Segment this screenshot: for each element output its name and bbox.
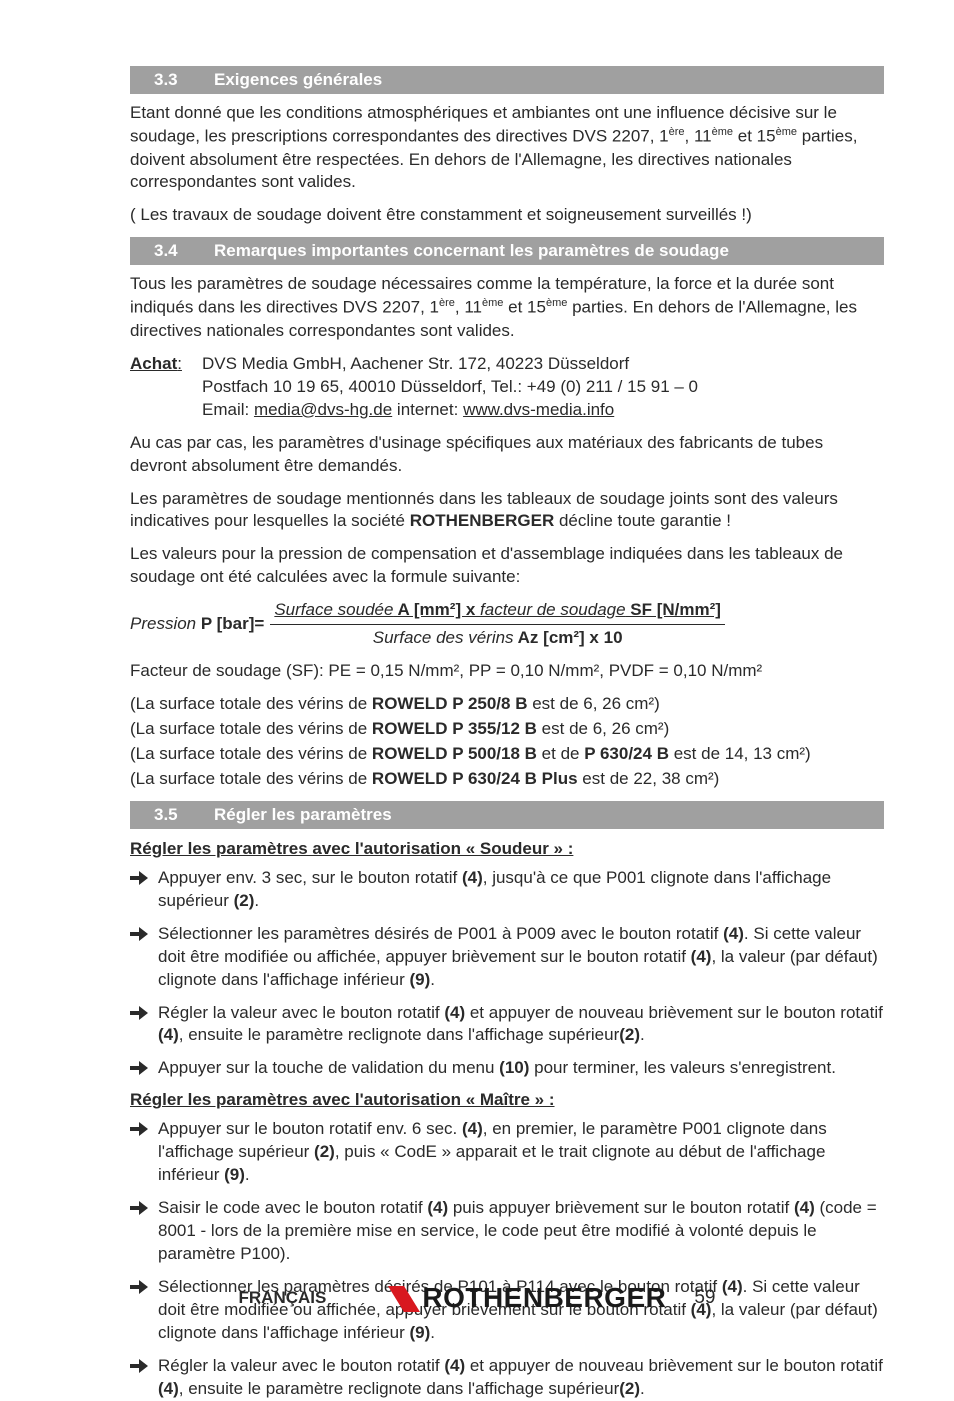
section-title: Remarques importantes concernant les par…: [214, 241, 876, 261]
brand-icon: [386, 1284, 420, 1314]
list-item-text: Appuyer sur le bouton rotatif env. 6 sec…: [158, 1118, 884, 1187]
paragraph: Tous les paramètres de soudage nécessair…: [130, 273, 884, 342]
list-item-text: Appuyer sur la touche de validation du m…: [158, 1057, 884, 1080]
section-title: Exigences générales: [214, 70, 876, 90]
paragraph: Au cas par cas, les paramètres d'usinage…: [130, 432, 884, 478]
paragraph: (La surface totale des vérins de ROWELD …: [130, 768, 884, 791]
paragraph: (La surface totale des vérins de ROWELD …: [130, 718, 884, 741]
email-link[interactable]: media@dvs-hg.de: [254, 400, 392, 419]
achat-body: DVS Media GmbH, Aachener Str. 172, 40223…: [202, 353, 884, 422]
bullet-list-soudeur: Appuyer env. 3 sec, sur le bouton rotati…: [130, 867, 884, 1081]
fraction: Surface soudée A [mm²] x facteur de soud…: [270, 599, 725, 650]
achat-label: Achat:: [130, 353, 202, 422]
section-heading-34: 3.4 Remarques importantes concernant les…: [130, 237, 884, 265]
list-item: Appuyer env. 3 sec, sur le bouton rotati…: [130, 867, 884, 913]
arrow-icon: [130, 1355, 158, 1374]
list-item-text: Appuyer env. 3 sec, sur le bouton rotati…: [158, 867, 884, 913]
list-item-text: Régler la valeur avec le bouton rotatif …: [158, 1355, 884, 1401]
arrow-icon: [130, 923, 158, 942]
subheading-soudeur: Régler les paramètres avec l'autorisatio…: [130, 839, 884, 859]
page-footer: FRANÇAIS ROTHENBERGER 59: [0, 1282, 954, 1314]
section-heading-33: 3.3 Exigences générales: [130, 66, 884, 94]
paragraph: Etant donné que les conditions atmosphér…: [130, 102, 884, 194]
brand-text: ROTHENBERGER: [422, 1282, 666, 1314]
arrow-icon: [130, 1197, 158, 1216]
bullet-list-maitre: Appuyer sur le bouton rotatif env. 6 sec…: [130, 1118, 884, 1400]
arrow-icon: [130, 1002, 158, 1021]
paragraph: Les paramètres de soudage mentionnés dan…: [130, 488, 884, 534]
subheading-maitre: Régler les paramètres avec l'autorisatio…: [130, 1090, 884, 1110]
section-num: 3.4: [154, 241, 214, 261]
list-item: Appuyer sur la touche de validation du m…: [130, 1057, 884, 1080]
list-item-text: Sélectionner les paramètres désirés de P…: [158, 923, 884, 992]
footer-language: FRANÇAIS: [239, 1288, 327, 1308]
list-item: Sélectionner les paramètres désirés de P…: [130, 923, 884, 992]
url-link[interactable]: www.dvs-media.info: [463, 400, 614, 419]
formula: Pression P [bar]= Surface soudée A [mm²]…: [130, 599, 884, 650]
list-item-text: Régler la valeur avec le bouton rotatif …: [158, 1002, 884, 1048]
section-num: 3.5: [154, 805, 214, 825]
list-item: Saisir le code avec le bouton rotatif (4…: [130, 1197, 884, 1266]
page-content: 3.3 Exigences générales Etant donné que …: [0, 0, 954, 1401]
section-heading-35: 3.5 Régler les paramètres: [130, 801, 884, 829]
list-item: Appuyer sur le bouton rotatif env. 6 sec…: [130, 1118, 884, 1187]
achat-block: Achat: DVS Media GmbH, Aachener Str. 172…: [130, 353, 884, 422]
paragraph: (La surface totale des vérins de ROWELD …: [130, 693, 884, 716]
arrow-icon: [130, 1118, 158, 1137]
arrow-icon: [130, 1057, 158, 1076]
page-number: 59: [694, 1287, 715, 1309]
arrow-icon: [130, 867, 158, 886]
paragraph: Facteur de soudage (SF): PE = 0,15 N/mm²…: [130, 660, 884, 683]
paragraph: (La surface totale des vérins de ROWELD …: [130, 743, 884, 766]
brand-logo: ROTHENBERGER: [386, 1282, 666, 1314]
list-item-text: Saisir le code avec le bouton rotatif (4…: [158, 1197, 884, 1266]
section-title: Régler les paramètres: [214, 805, 876, 825]
list-item: Régler la valeur avec le bouton rotatif …: [130, 1002, 884, 1048]
section-num: 3.3: [154, 70, 214, 90]
paragraph: ( Les travaux de soudage doivent être co…: [130, 204, 884, 227]
paragraph: Les valeurs pour la pression de compensa…: [130, 543, 884, 589]
list-item: Régler la valeur avec le bouton rotatif …: [130, 1355, 884, 1401]
